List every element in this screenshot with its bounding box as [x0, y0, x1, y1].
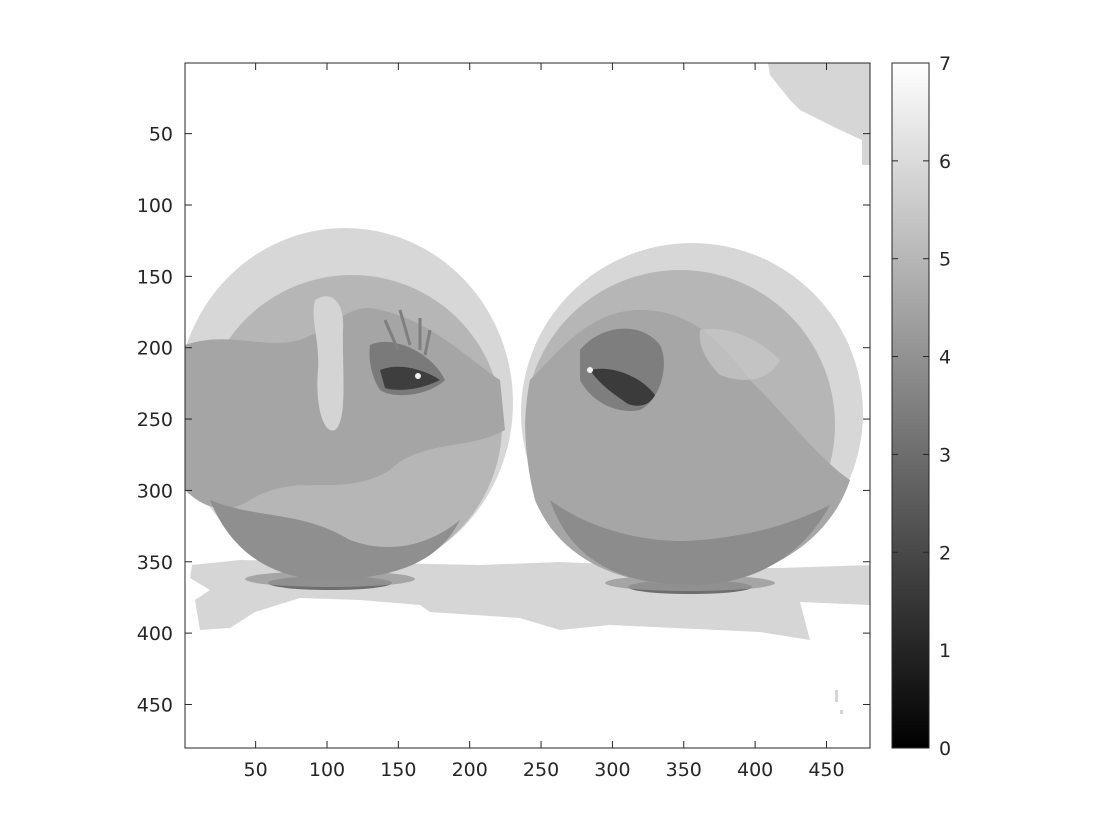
colorbar-tick-label: 1 — [939, 640, 951, 662]
left-apple — [185, 228, 513, 580]
y-tick-label: 50 — [149, 124, 173, 146]
y-tick-label: 200 — [137, 338, 173, 360]
x-tick-label: 100 — [309, 759, 345, 781]
y-tick-label: 150 — [137, 266, 173, 288]
colorbar-swatch — [892, 63, 929, 748]
colorbar-tick-label: 7 — [939, 53, 951, 75]
colorbar-tick-label: 4 — [939, 347, 951, 369]
y-tick-label: 400 — [137, 623, 173, 645]
x-ticks: 50 100 150 200 250 300 350 400 450 — [244, 63, 845, 781]
colorbar-tick-label: 6 — [939, 151, 951, 173]
y-tick-label: 450 — [137, 694, 173, 716]
colorbar: 0 1 2 3 4 5 6 7 — [891, 53, 951, 760]
x-tick-label: 150 — [380, 759, 416, 781]
y-tick-label: 350 — [137, 552, 173, 574]
y-tick-label: 100 — [137, 195, 173, 217]
y-tick-label: 250 — [137, 409, 173, 431]
x-tick-label: 50 — [244, 759, 268, 781]
colorbar-tick-label: 2 — [939, 542, 951, 564]
quantized-apple-image — [185, 63, 870, 748]
x-tick-label: 400 — [737, 759, 773, 781]
background-corner-region — [768, 63, 870, 165]
colorbar-ticks: 0 1 2 3 4 5 6 7 — [892, 53, 951, 760]
colorbar-tick-label: 3 — [939, 444, 951, 466]
x-tick-label: 350 — [666, 759, 702, 781]
x-tick-label: 200 — [452, 759, 488, 781]
x-tick-label: 300 — [594, 759, 630, 781]
x-tick-label: 450 — [808, 759, 844, 781]
x-tick-label: 250 — [523, 759, 559, 781]
image-axes: 50 100 150 200 250 300 350 400 450 50 100 150 200 25… — [137, 62, 871, 781]
colorbar-tick-label: 5 — [939, 249, 951, 271]
y-ticks: 50 100 150 200 250 300 350 400 450 — [137, 124, 870, 716]
colorbar-tick-label: 0 — [939, 738, 951, 760]
y-tick-label: 300 — [137, 480, 173, 502]
right-apple — [521, 243, 863, 585]
